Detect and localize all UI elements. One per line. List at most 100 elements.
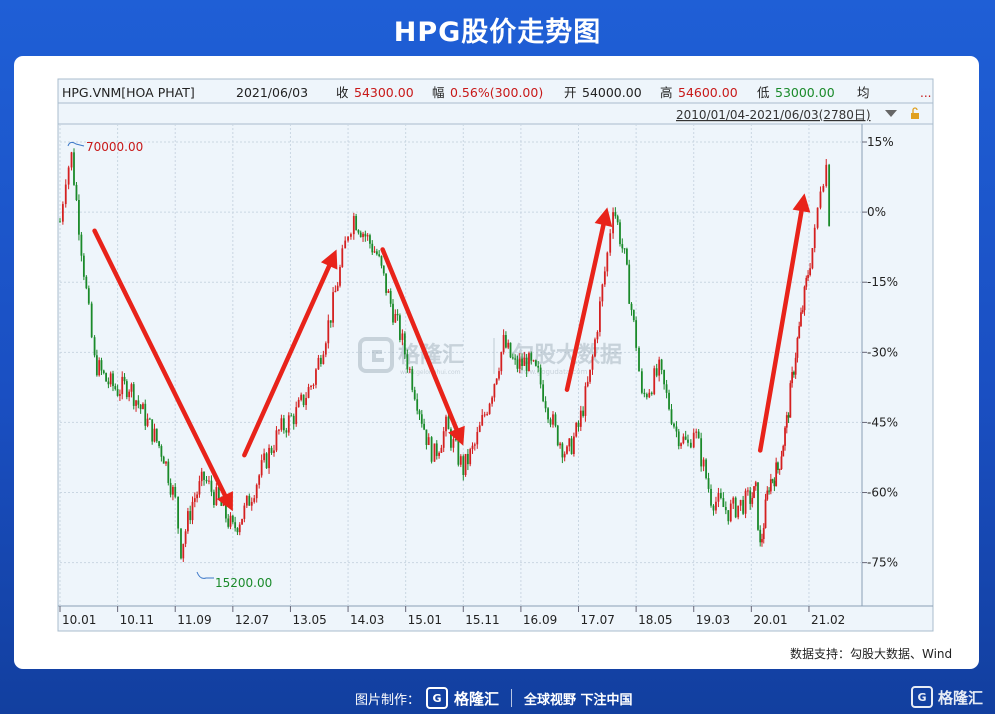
- x-tick-label: 20.01: [753, 613, 787, 627]
- candle-up-body: [64, 184, 67, 205]
- candle-up-body: [332, 292, 334, 323]
- candle-down-body: [167, 461, 170, 483]
- candle-up-body: [464, 453, 467, 476]
- candle-down-body: [675, 426, 678, 432]
- x-tick-label: 10.01: [62, 613, 96, 627]
- candle-down-body: [420, 414, 423, 424]
- candle-up-body: [732, 497, 735, 504]
- corner-brand: 格隆汇: [937, 688, 983, 707]
- candle-down-body: [114, 386, 117, 389]
- candle-down-body: [628, 264, 631, 304]
- candle-up-body: [796, 338, 799, 358]
- candle-down-body: [547, 408, 549, 420]
- candle-down-body: [160, 446, 163, 457]
- candle-down-body: [375, 251, 378, 255]
- candle-down-body: [645, 394, 648, 398]
- candle-up-body: [715, 501, 717, 511]
- candle-down-body: [450, 429, 452, 448]
- candle-down-body: [205, 479, 208, 482]
- candle-up-body: [507, 342, 510, 348]
- candle-down-body: [640, 371, 643, 393]
- candle-up-body: [130, 384, 133, 392]
- candle-up-body: [762, 528, 765, 540]
- candle-down-body: [619, 222, 621, 245]
- candle-down-body: [457, 440, 460, 465]
- candle-up-body: [766, 490, 769, 500]
- candle-down-body: [638, 347, 640, 372]
- candle-down-body: [525, 357, 528, 372]
- date-text: 2021/06/03: [236, 85, 308, 100]
- candle-up-body: [184, 531, 187, 544]
- candle-up-body: [791, 372, 794, 384]
- candle-down-body: [416, 399, 419, 411]
- candle-up-body: [324, 343, 327, 355]
- candle-down-body: [697, 431, 700, 439]
- candle-down-body: [385, 273, 387, 293]
- candle-down-body: [169, 482, 172, 495]
- candle-down-body: [227, 518, 230, 527]
- candle-down-body: [359, 232, 362, 238]
- y-tick-label: -60%: [867, 486, 898, 500]
- candle-down-body: [530, 353, 533, 361]
- candle-down-body: [742, 499, 745, 514]
- candle-down-body: [630, 303, 633, 311]
- high-label: 高: [660, 85, 673, 100]
- max-annotation: 70000.00: [86, 140, 143, 154]
- candle-up-body: [579, 410, 582, 427]
- max-marker: [67, 141, 85, 147]
- candle-down-body: [290, 415, 293, 417]
- candle-up-body: [606, 252, 609, 272]
- candle-down-body: [570, 438, 573, 455]
- x-tick-label: 10.11: [120, 613, 154, 627]
- open-label: 开: [564, 85, 577, 100]
- candle-up-body: [761, 539, 763, 543]
- candle-down-body: [364, 233, 367, 237]
- candle-down-body: [705, 459, 707, 479]
- range-dropdown-icon[interactable]: [885, 110, 897, 117]
- candle-up-body: [315, 369, 317, 385]
- candle-down-body: [162, 456, 165, 464]
- candle-up-body: [495, 378, 498, 385]
- candle-up-body: [803, 286, 806, 311]
- candle-up-body: [109, 373, 112, 385]
- candle-up-body: [594, 339, 596, 357]
- candle-up-body: [822, 185, 825, 192]
- candle-up-body: [737, 505, 740, 518]
- candle-up-body: [295, 407, 298, 425]
- candle-down-body: [319, 357, 322, 364]
- x-tick-label: 18.05: [638, 613, 672, 627]
- candle-down-body: [217, 487, 220, 499]
- y-tick-label: -15%: [867, 275, 898, 289]
- candle-up-body: [599, 301, 601, 333]
- candle-down-body: [673, 423, 675, 427]
- avg-label: 均: [857, 85, 870, 100]
- candle-up-body: [769, 479, 772, 492]
- candle-up-body: [229, 515, 232, 527]
- candle-down-body: [139, 404, 142, 410]
- min-annotation: 15200.00: [215, 576, 272, 590]
- candle-up-body: [559, 443, 561, 446]
- candle-up-body: [563, 453, 566, 458]
- lock-icon[interactable]: [911, 107, 919, 119]
- candle-down-body: [787, 415, 790, 418]
- y-axis: 15% 0% -15% -30% -45% -60% -75%: [862, 135, 898, 570]
- trend-arrow-head: [320, 249, 338, 270]
- candle-down-body: [771, 479, 774, 481]
- candle-down-body: [396, 313, 399, 316]
- candle-down-body: [270, 447, 273, 454]
- candle-down-body: [80, 234, 83, 256]
- low-label: 低: [757, 85, 770, 100]
- source-note: 数据支持：勾股大数据、Wind: [790, 646, 952, 661]
- candle-up-body: [568, 438, 571, 447]
- candle-down-body: [302, 394, 305, 406]
- candle-up-body: [238, 524, 241, 533]
- candle-down-body: [137, 400, 140, 405]
- candle-down-body: [369, 235, 371, 244]
- candle-down-body: [539, 367, 542, 385]
- candle-up-body: [532, 360, 535, 362]
- stock-chart: HPG.VNM[HOA PHAT] 2021/06/03 收 54300.00 …: [57, 78, 952, 661]
- candle-down-body: [95, 355, 98, 376]
- candle-up-body: [322, 354, 325, 364]
- candle-down-body: [355, 216, 358, 231]
- candle-up-body: [612, 212, 614, 234]
